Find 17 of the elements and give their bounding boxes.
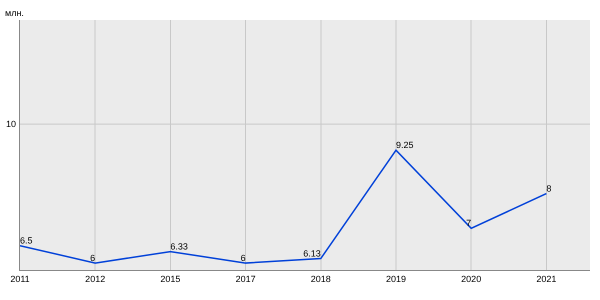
x-tick-label: 2018 <box>310 274 331 284</box>
x-tick-label: 2017 <box>236 274 256 284</box>
data-label: 8 <box>546 183 552 194</box>
x-tick-label: 2019 <box>386 274 406 284</box>
data-label: 6.5 <box>20 235 33 246</box>
data-label: 6.13 <box>303 248 321 258</box>
x-tick-label: 2011 <box>10 274 30 284</box>
x-tick-label: 2015 <box>160 274 180 284</box>
data-label: 9.25 <box>396 140 414 150</box>
y-axis-title: млн. <box>5 8 24 18</box>
ref-line-label: 10 <box>6 119 16 129</box>
data-label: 6.33 <box>170 241 188 252</box>
x-tick-label: 2021 <box>536 274 556 284</box>
data-label: 6 <box>90 252 96 263</box>
x-tick-label: 2012 <box>85 274 106 284</box>
data-label: 6 <box>240 252 246 263</box>
x-tick-label: 2020 <box>461 274 482 284</box>
